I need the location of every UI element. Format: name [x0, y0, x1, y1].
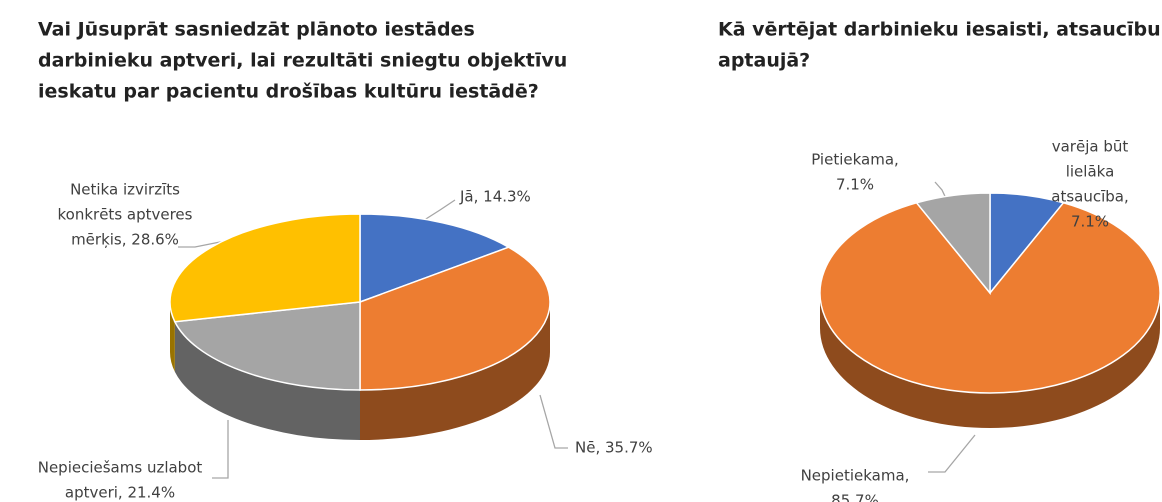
chart-title: Kā vērtējat darbinieku iesaisti, atsaucī… — [718, 19, 1161, 41]
data-label: Netika izvirzīts — [70, 181, 180, 199]
data-label: 85.7% — [831, 492, 879, 502]
data-label: lielāka — [1066, 163, 1115, 181]
chart-title: Vai Jūsuprāt sasniedzāt plānoto iestādes — [38, 19, 475, 41]
data-label: Jā, 14.3% — [459, 188, 531, 206]
data-label: varēja būt — [1052, 138, 1129, 156]
pie-side — [820, 293, 1160, 428]
data-label: konkrēts aptveres — [58, 206, 193, 224]
pie-slice — [173, 301, 361, 391]
chart-title: darbinieku aptveri, lai rezultāti sniegt… — [38, 50, 567, 72]
data-label: atsaucība, — [1051, 188, 1128, 206]
leader-line — [539, 394, 568, 449]
chart-title: ieskatu par pacientu drošības kultūru ie… — [38, 81, 539, 103]
data-label: 7.1% — [1071, 213, 1109, 231]
pie-side — [174, 321, 360, 440]
data-label: Nepieciešams uzlabot — [38, 459, 203, 477]
pie-slice — [819, 201, 1161, 394]
pie-side — [360, 302, 550, 440]
pie-slice — [169, 213, 361, 323]
data-label: 7.1% — [836, 176, 874, 194]
pie-slice — [359, 246, 551, 391]
data-label: Nepietiekama, — [801, 467, 910, 485]
leader-line — [178, 239, 231, 248]
data-label: mērķis, 28.6% — [71, 231, 179, 249]
data-label: aptveri, 21.4% — [65, 484, 175, 502]
leader-line — [212, 420, 229, 479]
chart-title: aptaujā? — [718, 50, 810, 72]
pie-slice — [915, 192, 991, 296]
pie-slice — [359, 213, 511, 304]
data-label: Pietiekama, — [811, 151, 899, 169]
leader-line — [928, 434, 976, 473]
data-label: Nē, 35.7% — [575, 439, 653, 457]
